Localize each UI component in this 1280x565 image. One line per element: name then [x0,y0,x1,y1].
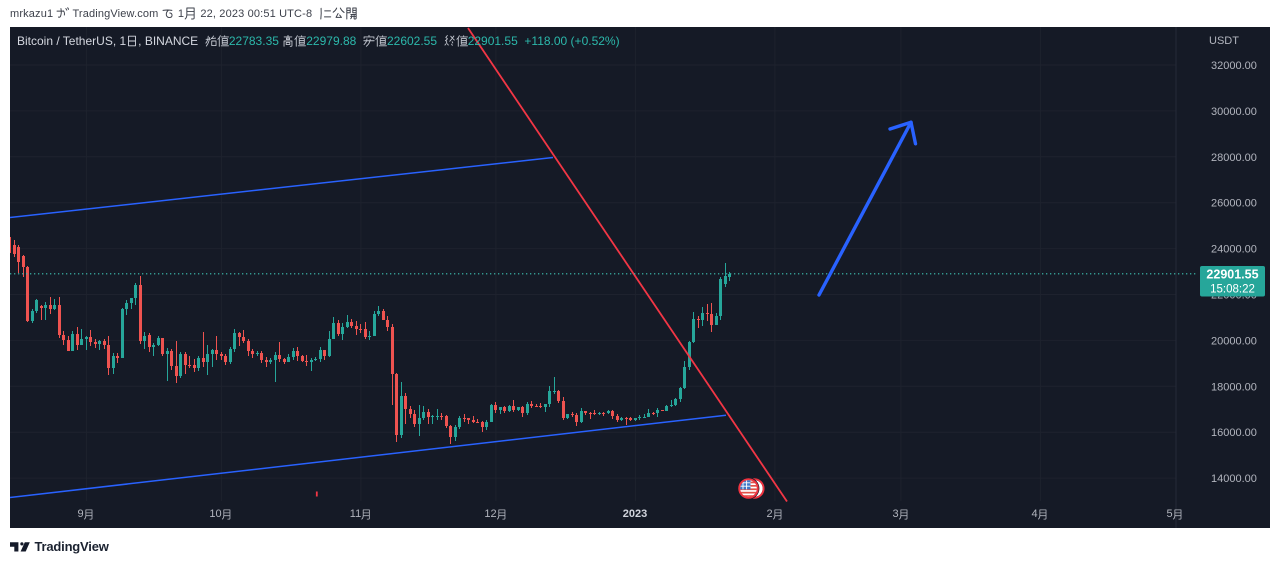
svg-text:18000.00: 18000.00 [1211,381,1257,393]
svg-text:30000.00: 30000.00 [1211,106,1257,118]
svg-text:14000.00: 14000.00 [1211,473,1257,485]
svg-text:16000.00: 16000.00 [1211,427,1257,439]
svg-text:22901.55: 22901.55 [1206,268,1258,282]
svg-text:32000.00: 32000.00 [1211,60,1257,72]
svg-text:USDT: USDT [1209,35,1239,47]
svg-text:26000.00: 26000.00 [1211,198,1257,210]
svg-text:15:08:22: 15:08:22 [1210,284,1255,296]
svg-text:24000.00: 24000.00 [1211,244,1257,256]
svg-text:28000.00: 28000.00 [1211,152,1257,164]
svg-text:20000.00: 20000.00 [1211,335,1257,347]
